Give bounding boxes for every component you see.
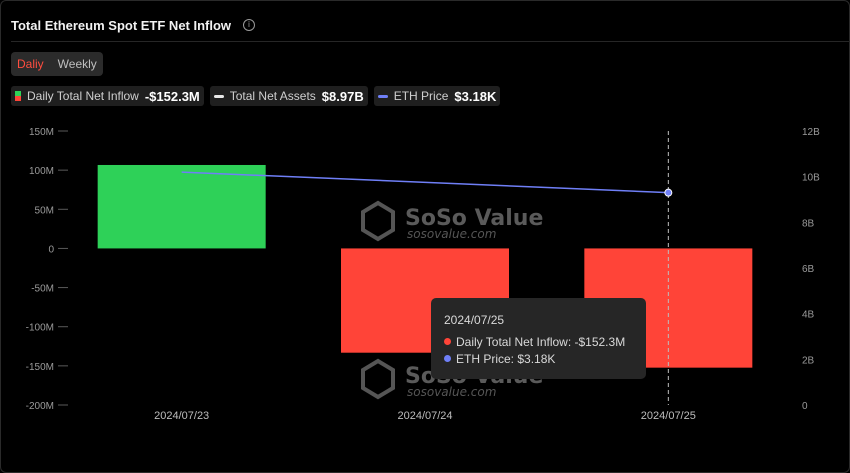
y-left-tick-label: 50M: [35, 205, 54, 216]
legend-assets-label: Total Net Assets: [229, 89, 316, 103]
legend-inflow-value: -$152.3M: [144, 88, 200, 104]
watermark-url: sosovalue.com: [407, 385, 496, 399]
chart-header: Total Ethereum Spot ETF Net Inflow i: [11, 14, 256, 36]
y-left-tick-label: -50M: [31, 284, 54, 295]
sosovalue-logo-icon: [361, 200, 395, 242]
y-left-tick-label: 100M: [29, 166, 54, 177]
y-left-tick-label: -200M: [26, 401, 54, 412]
legend-net-inflow[interactable]: Daily Total Net Inflow -$152.3M: [11, 86, 204, 106]
y-right-tick-label: 8B: [802, 218, 815, 229]
legend-net-assets[interactable]: Total Net Assets $8.97B: [209, 86, 368, 106]
y-left-tick-label: -100M: [26, 323, 54, 334]
period-toggle: Daliy Weekly: [11, 52, 103, 76]
legend-inflow-label: Daily Total Net Inflow: [27, 89, 139, 103]
bar-swatch-icon: [15, 91, 21, 101]
y-right-tick-label: 0: [802, 401, 808, 412]
eth-price-line: [181, 171, 669, 194]
line-swatch-icon: [213, 94, 224, 98]
x-tick-label: 2024/07/23: [154, 410, 209, 422]
y-left-tick-label: -150M: [26, 362, 54, 373]
info-icon[interactable]: i: [243, 19, 256, 31]
legend-price-label: ETH Price: [393, 89, 449, 103]
eth-price-point: [664, 188, 673, 197]
sosovalue-logo-icon: [361, 358, 395, 400]
y-right-tick-label: 4B: [802, 310, 815, 321]
toggle-daily[interactable]: Daliy: [17, 57, 44, 71]
line-swatch-icon: [377, 94, 388, 98]
tooltip-date: 2024/07/25: [444, 313, 505, 327]
legend-assets-value: $8.97B: [321, 88, 364, 104]
y-right-tick-label: 10B: [802, 173, 820, 184]
watermark-brand: SoSo Value: [405, 206, 543, 231]
blue-dot-icon: [444, 355, 451, 362]
tooltip-price: ETH Price: $3.18K: [456, 351, 556, 366]
y-right-tick-label: 2B: [802, 355, 815, 366]
tooltip-inflow-row: Daily Total Net Inflow: -$152.3M: [444, 333, 646, 350]
tooltip-inflow: Daily Total Net Inflow: -$152.3M: [456, 334, 626, 349]
legend-eth-price[interactable]: ETH Price $3.18K: [373, 86, 501, 106]
watermark-url: sosovalue.com: [407, 227, 496, 241]
tooltip-price-row: ETH Price: $3.18K: [444, 350, 646, 367]
bar-net-inflow: [97, 164, 266, 249]
legend-price-value: $3.18K: [454, 88, 497, 104]
header-divider: [11, 41, 850, 42]
red-dot-icon: [444, 338, 451, 345]
tooltip: 2024/07/25 Daily Total Net Inflow: -$152…: [431, 298, 646, 379]
chart-title: Total Ethereum Spot ETF Net Inflow: [11, 17, 232, 33]
x-tick-label: 2024/07/25: [641, 410, 696, 422]
y-right-tick-label: 6B: [802, 264, 815, 275]
y-right-tick-label: 12B: [802, 127, 820, 138]
y-left-tick-label: 0: [48, 244, 54, 255]
toggle-weekly[interactable]: Weekly: [57, 57, 97, 71]
legend: Daily Total Net Inflow -$152.3M Total Ne…: [11, 86, 501, 106]
y-left-tick-label: 150M: [29, 127, 54, 138]
x-tick-label: 2024/07/24: [397, 410, 452, 422]
